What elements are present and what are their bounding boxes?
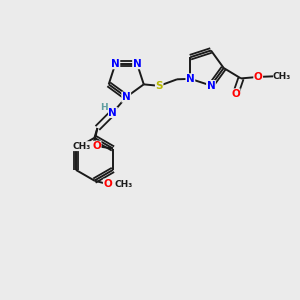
Text: N: N [207,80,215,91]
Text: O: O [92,141,101,151]
Text: H: H [100,103,108,112]
Text: N: N [111,59,120,69]
Text: O: O [103,179,112,189]
Text: N: N [133,59,141,69]
Text: O: O [254,72,262,82]
Text: CH₃: CH₃ [72,142,90,151]
Text: CH₃: CH₃ [114,180,132,189]
Text: O: O [231,89,240,99]
Text: N: N [109,108,117,118]
Text: S: S [155,81,163,91]
Text: N: N [186,74,195,84]
Text: CH₃: CH₃ [272,72,290,81]
Text: N: N [122,92,130,102]
